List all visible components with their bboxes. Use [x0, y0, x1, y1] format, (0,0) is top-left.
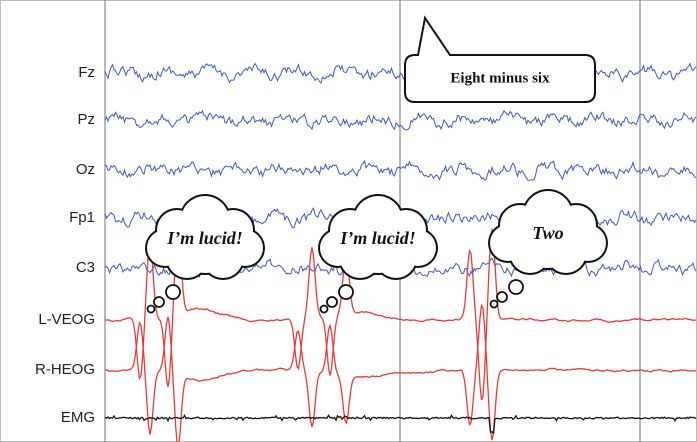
channel-label: C3: [76, 259, 95, 276]
speech-text: Eight minus six: [450, 70, 550, 86]
thought-dot: [166, 285, 180, 299]
thought-dot: [321, 306, 328, 313]
thought-text: Two: [532, 223, 563, 243]
thought-dot: [491, 301, 498, 308]
thought-dot: [327, 297, 337, 307]
thought-text: I’m lucid!: [166, 228, 243, 248]
thought-dot: [509, 280, 523, 294]
channel-label: Fp1: [69, 209, 95, 226]
channel-label: EMG: [61, 409, 95, 426]
thought-dot: [154, 297, 164, 307]
thought-dot: [339, 285, 353, 299]
thought-dot: [497, 292, 507, 302]
thought-text: I’m lucid!: [339, 228, 416, 248]
channel-label: L-VEOG: [38, 311, 95, 328]
channel-label: Fz: [78, 64, 95, 81]
channel-label: Pz: [77, 111, 95, 128]
channel-label: R-HEOG: [35, 361, 95, 378]
channel-label: Oz: [76, 161, 95, 178]
thought-dot: [148, 306, 155, 313]
